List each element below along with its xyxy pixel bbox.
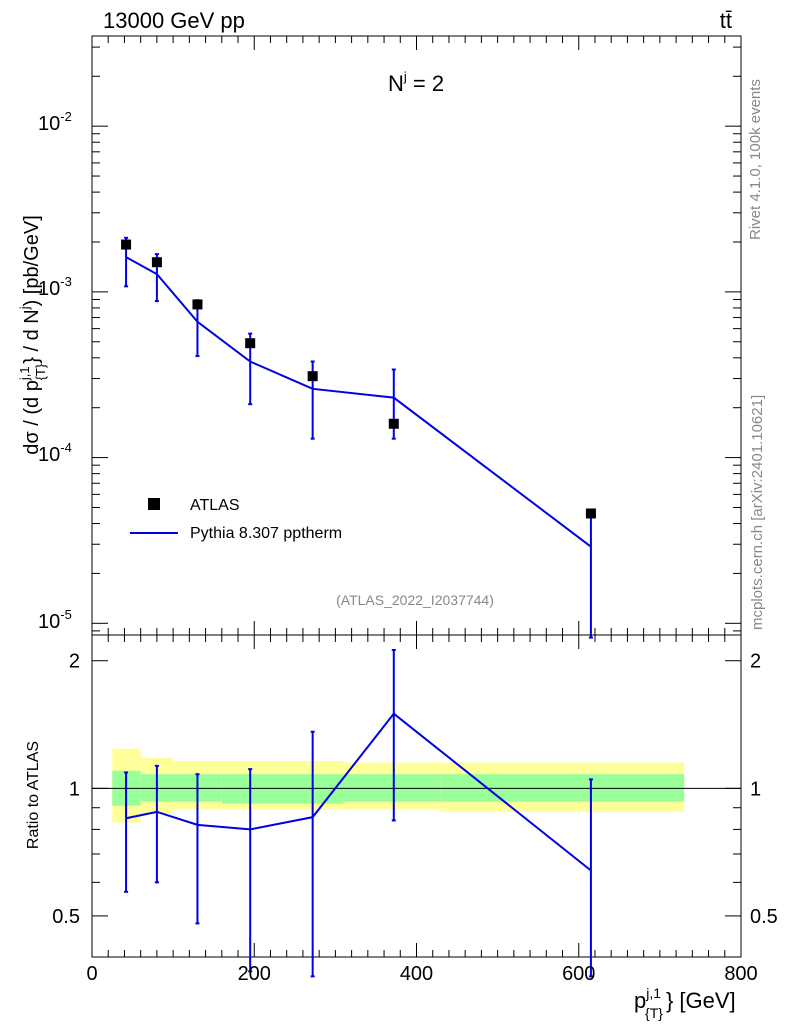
legend-atlas-label: ATLAS [190, 497, 240, 514]
header-right-title: tt̄ [720, 8, 732, 33]
ratio-marks [92, 649, 741, 978]
header-left-title: 13000 GeV pp [103, 8, 245, 33]
ratio-panel: Ratio to ATLAS 2 21 10.5 0.5 0 200 400 600 800 … [25, 634, 778, 1021]
atlas-data-point [192, 299, 203, 310]
legend-atlas-marker [148, 498, 160, 510]
annotation-njets: Nj = 2 [388, 69, 444, 96]
legend: ATLAS Pythia 8.307 pptherm [130, 497, 342, 542]
xtick-label: 200 [238, 963, 271, 985]
main-y-tick-labels: 10-2 10-3 10-4 10-5 [38, 109, 72, 633]
ratio-ytick-label-right: 0.5 [750, 906, 778, 928]
ratio-ytick-label-left: 2 [69, 651, 80, 673]
ytick-label-1e-4: 10-4 [38, 440, 72, 466]
ratio-y-tick-labels: 2 2 1 1 0.5 0.5 [52, 651, 778, 928]
atlas-data-point [121, 239, 132, 250]
ratio-ytick-label-right: 1 [750, 778, 761, 800]
atlas-data-point [585, 508, 596, 519]
x-tick-labels: 0 200 400 600 800 [86, 963, 757, 985]
main-panel: Nj = 2 (ATLAS_2022_I2037744) ATLAS Pythi… [17, 35, 742, 639]
analysis-label: (ATLAS_2022_I2037744) [336, 592, 494, 608]
mc-line [125, 256, 592, 548]
main-y-axis-label: dσ / (d pj,1{T}} / d Nj) [pb/GeV] [17, 215, 48, 455]
atlas-data-point [388, 418, 399, 429]
main-axis-ticks [91, 36, 742, 635]
atlas-data-point [151, 257, 162, 268]
xtick-label: 600 [562, 963, 595, 985]
mcplots-label: mcplots.cern.ch [arXiv:2401.10621] [749, 395, 766, 630]
ratio-line [125, 712, 592, 872]
xtick-label: 800 [724, 963, 757, 985]
ratio-ytick-label-right: 2 [750, 651, 761, 673]
legend-pythia-label: Pythia 8.307 pptherm [190, 525, 342, 542]
ratio-ytick-label-left: 1 [69, 778, 80, 800]
ytick-label-1e-5: 10-5 [38, 607, 72, 633]
xtick-label: 400 [400, 963, 433, 985]
ytick-label-1e-2: 10-2 [38, 109, 72, 135]
ratio-uncertainty-bands [112, 748, 685, 823]
xtick-label: 0 [86, 963, 97, 985]
atlas-data-point [245, 338, 256, 349]
ratio-y-axis-label: Ratio to ATLAS [25, 741, 42, 849]
rivet-label: Rivet 4.1.0, 100k events [747, 79, 764, 240]
main-marks [121, 236, 596, 639]
atlas-data-point [307, 371, 318, 382]
ratio-band-inner [278, 774, 344, 804]
x-axis-label: pj,1 {T}} [GeV] [634, 985, 736, 1021]
ratio-ytick-label-left: 0.5 [52, 906, 80, 928]
ytick-label-1e-3: 10-3 [38, 274, 72, 300]
main-frame [91, 35, 742, 636]
